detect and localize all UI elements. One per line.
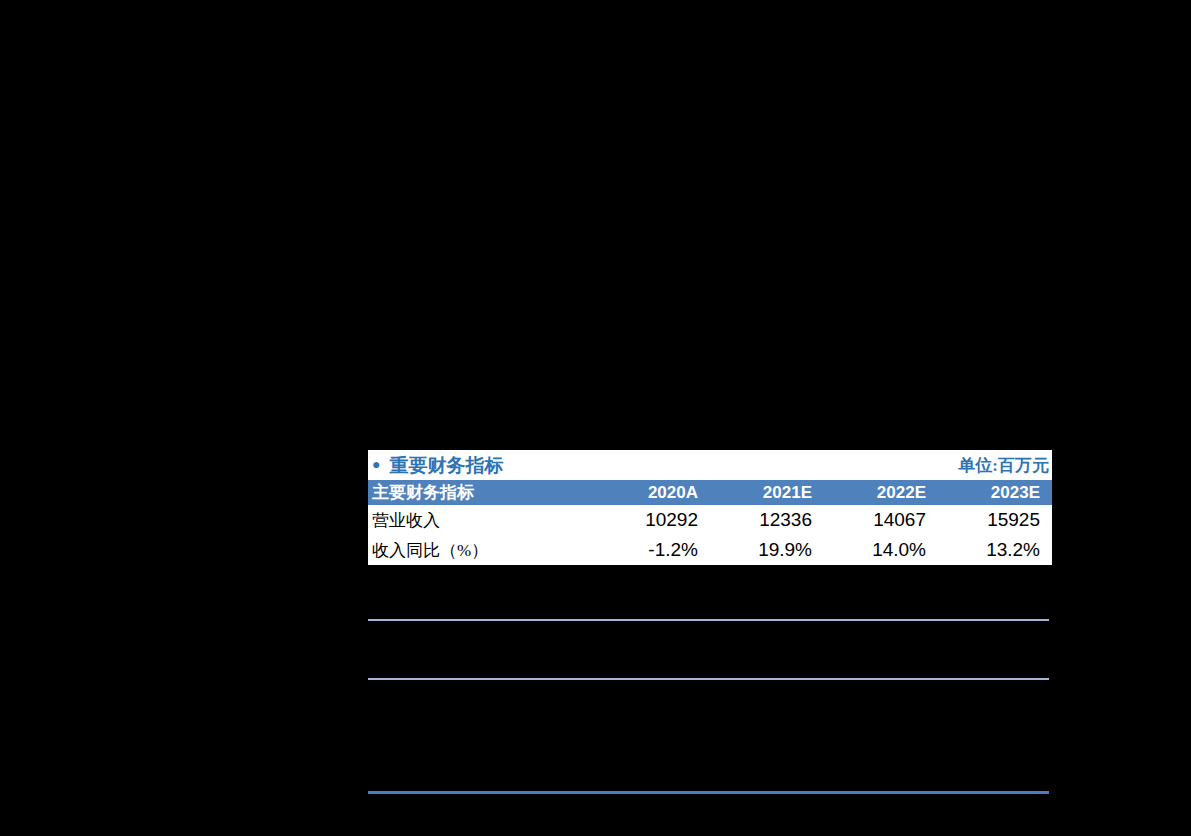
header-cell-2023e: 2023E bbox=[926, 483, 1040, 503]
panel-title-row: ● 重要财务指标 单位:百万元 bbox=[368, 450, 1052, 480]
cell-value: 15925 bbox=[926, 509, 1040, 531]
header-cell-2020a: 2020A bbox=[584, 483, 698, 503]
divider-line-2 bbox=[368, 678, 1049, 680]
cell-value: -1.2% bbox=[584, 539, 698, 561]
table-row-revenue-yoy: 收入同比（%） -1.2% 19.9% 14.0% 13.2% bbox=[368, 535, 1052, 565]
unit-label: 单位:百万元 bbox=[958, 457, 1049, 474]
cell-value: 13.2% bbox=[926, 539, 1040, 561]
header-cell-indicator: 主要财务指标 bbox=[368, 481, 584, 504]
header-cell-2022e: 2022E bbox=[812, 483, 926, 503]
row-label: 营业收入 bbox=[368, 509, 584, 532]
bullet-icon: ● bbox=[372, 458, 380, 472]
header-cell-2021e: 2021E bbox=[698, 483, 812, 503]
cell-value: 10292 bbox=[584, 509, 698, 531]
panel-title: 重要财务指标 bbox=[389, 456, 503, 475]
row-label: 收入同比（%） bbox=[368, 539, 584, 562]
cell-value: 12336 bbox=[698, 509, 812, 531]
divider-line-1 bbox=[368, 619, 1049, 621]
financial-indicators-panel: ● 重要财务指标 单位:百万元 主要财务指标 2020A 2021E 2022E… bbox=[368, 450, 1052, 565]
cell-value: 14067 bbox=[812, 509, 926, 531]
report-page: { "panel": { "bullet": "●", "title": "重要… bbox=[0, 0, 1191, 836]
panel-title-group: ● 重要财务指标 bbox=[372, 456, 503, 475]
table-header-row: 主要财务指标 2020A 2021E 2022E 2023E bbox=[368, 480, 1052, 505]
cell-value: 14.0% bbox=[812, 539, 926, 561]
table-row-revenue: 营业收入 10292 12336 14067 15925 bbox=[368, 505, 1052, 535]
divider-line-3 bbox=[368, 791, 1049, 794]
cell-value: 19.9% bbox=[698, 539, 812, 561]
